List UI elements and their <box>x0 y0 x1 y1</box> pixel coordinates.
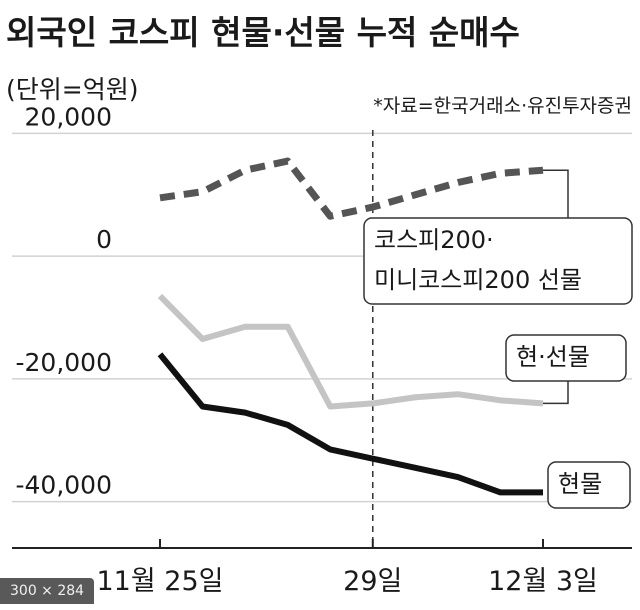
image-size-badge: 300 × 284 <box>0 578 95 604</box>
series-label: 미니코스피200 선물 <box>374 266 582 294</box>
y-tick-label: 0 <box>96 225 112 254</box>
x-tick-label: 11월 25일 <box>97 566 224 597</box>
series-label: 현·선물 <box>516 343 590 371</box>
series-line <box>157 352 543 496</box>
chart-title: 외국인 코스피 현물·선물 누적 순매수 <box>6 13 520 52</box>
series-label-box <box>547 461 631 509</box>
y-axis-ticks: 20,000 0 -20,000 -40,000 <box>16 102 113 499</box>
series-label-box <box>505 334 627 382</box>
series-lines <box>157 157 544 496</box>
y-tick-label: -40,000 <box>16 471 113 500</box>
series-label: 코스피200· <box>374 226 494 254</box>
series-line <box>157 293 544 410</box>
series-label-box <box>363 217 633 305</box>
chart-source: *자료=한국거래소·유진투자증권 <box>373 95 632 117</box>
y-tick-label: 20,000 <box>25 102 112 131</box>
series-line <box>159 157 544 220</box>
x-tick-label: 29일 <box>343 566 402 597</box>
label-connector <box>543 169 569 218</box>
chart-unit: (단위=억원) <box>6 75 138 104</box>
series-label: 현물 <box>558 470 602 498</box>
x-axis-ticks: 11월 25일 29일 12월 3일 <box>97 539 598 597</box>
x-tick-label: 12월 3일 <box>488 566 598 597</box>
y-tick-label: -20,000 <box>16 348 113 377</box>
